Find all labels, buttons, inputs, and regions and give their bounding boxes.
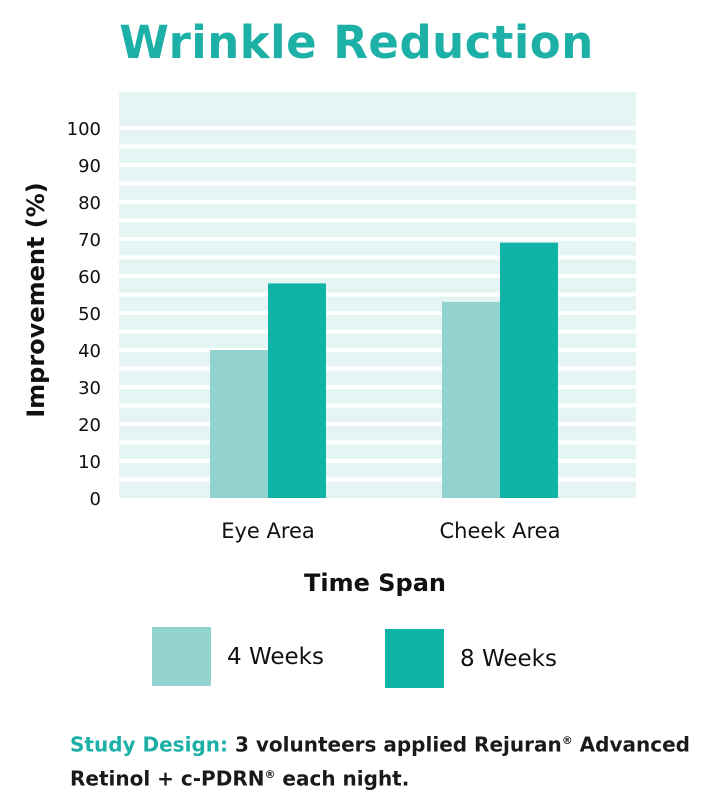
y-tick-label: 20 [78, 415, 101, 436]
y-tick-label: 80 [78, 193, 101, 214]
legend-label-4-weeks: 4 Weeks [227, 644, 324, 670]
y-tick-label: 50 [78, 304, 101, 325]
y-tick-label: 40 [78, 341, 101, 362]
gridline [119, 237, 636, 241]
x-tick-label: Cheek Area [440, 519, 561, 543]
gridline [119, 292, 636, 297]
bar-eye-area-4-weeks [210, 350, 268, 498]
x-tick-labels: Eye Area Cheek Area [221, 519, 560, 543]
registered-mark: ® [264, 767, 276, 781]
gridline [119, 477, 636, 482]
registered-mark: ® [561, 734, 573, 747]
gridline [119, 403, 636, 408]
gridline [119, 218, 636, 223]
legend-swatch-8-weeks [385, 629, 444, 688]
gridline [119, 348, 636, 352]
legend-swatch-4-weeks [152, 627, 211, 686]
gridline [119, 422, 636, 426]
gridline [119, 181, 636, 186]
gridline [119, 385, 636, 389]
y-tick-label: 60 [78, 267, 101, 288]
bars [210, 242, 558, 498]
gridline [119, 274, 636, 278]
study-design-note: Study Design: 3 volunteers applied Rejur… [70, 726, 700, 793]
gridline [119, 459, 636, 463]
legend-label-8-weeks: 8 Weeks [460, 646, 557, 672]
gridlines [119, 126, 636, 482]
y-tick-label: 90 [78, 156, 101, 177]
y-tick-label: 100 [67, 119, 101, 140]
y-tick-label: 0 [90, 489, 101, 510]
gridline [119, 255, 636, 260]
gridline [119, 366, 636, 371]
x-axis-label: Time Span [304, 569, 446, 597]
legend: 4 Weeks 8 Weeks [0, 615, 713, 695]
chart-svg: 0 10 20 30 40 50 60 70 80 90 100 Eye Area Cheek Are… [22, 92, 636, 597]
note-text-a: 3 volunteers applied Rejuran [228, 732, 562, 757]
gridline [119, 200, 636, 204]
gridline [119, 329, 636, 334]
y-axis-label: Improvement (%) [22, 182, 50, 418]
gridline [119, 163, 636, 167]
x-tick-label: Eye Area [221, 519, 315, 543]
bar-eye-area-8-weeks [268, 283, 326, 498]
y-tick-label: 30 [78, 378, 101, 399]
note-text-c: each night. [275, 766, 410, 791]
study-design-label: Study Design: [70, 732, 228, 757]
gridline [119, 440, 636, 445]
gridline [119, 144, 636, 149]
gridline [119, 311, 636, 315]
y-tick-labels: 0 10 20 30 40 50 60 70 80 90 100 [67, 119, 101, 510]
note-text-b: Advanced Retinol + c-PDRN [70, 732, 690, 791]
gridline [119, 126, 636, 130]
y-tick-label: 10 [78, 452, 101, 473]
bar-cheek-area-4-weeks [442, 301, 500, 498]
y-tick-label: 70 [78, 230, 101, 251]
chart-title: Wrinkle Reduction [119, 16, 594, 69]
bar-cheek-area-8-weeks [500, 242, 558, 498]
